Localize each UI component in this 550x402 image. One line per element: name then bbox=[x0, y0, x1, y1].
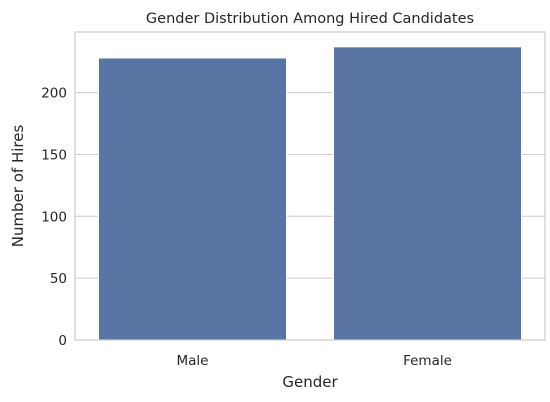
x-axis-label: Gender bbox=[282, 373, 338, 391]
x-tick-label-male: Male bbox=[177, 353, 209, 369]
bars bbox=[98, 46, 522, 341]
x-tick-labels: Male Female bbox=[177, 353, 452, 369]
plot-frame bbox=[74, 31, 546, 341]
y-tick-label: 200 bbox=[41, 86, 67, 102]
y-axis-label: Number of Hires bbox=[9, 125, 27, 248]
bar-female bbox=[333, 46, 522, 341]
y-tick-label: 150 bbox=[41, 147, 67, 163]
y-tick-label: 0 bbox=[58, 333, 67, 349]
y-tick-label: 100 bbox=[41, 209, 67, 225]
y-tick-labels: 0 50 100 150 200 bbox=[41, 86, 67, 349]
y-tick-label: 50 bbox=[50, 271, 67, 287]
chart-title: Gender Distribution Among Hired Candidat… bbox=[146, 11, 474, 27]
bar-male bbox=[98, 57, 287, 341]
x-tick-label-female: Female bbox=[403, 353, 452, 369]
